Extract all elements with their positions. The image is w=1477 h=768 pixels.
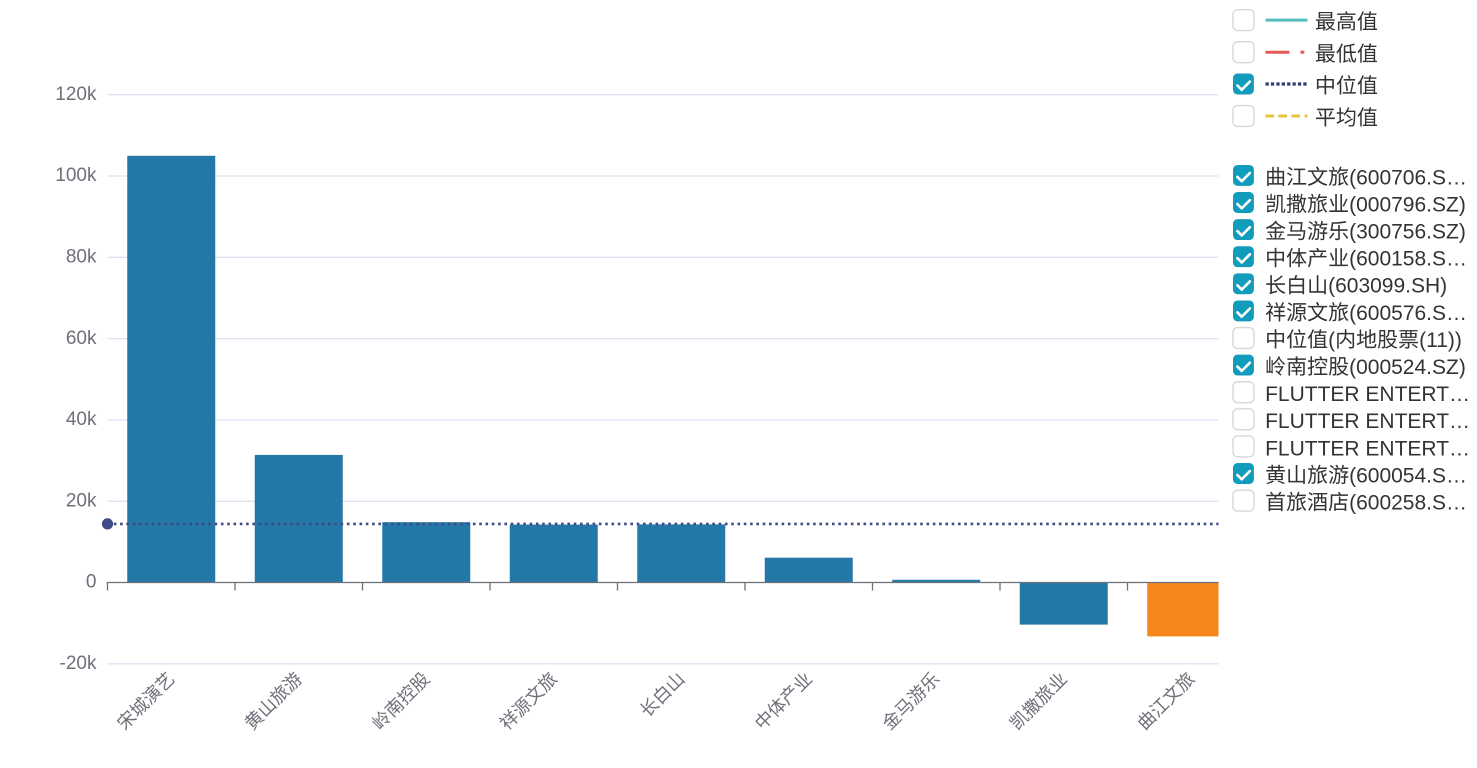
svg-text:(600576.S…: (600576.S… xyxy=(1349,302,1467,325)
svg-text:0: 0 xyxy=(86,572,97,593)
svg-text:(600258.S…: (600258.S… xyxy=(1349,491,1467,514)
svg-text:-20k: -20k xyxy=(60,653,97,674)
svg-text:40k: 40k xyxy=(66,409,97,430)
svg-text:60k: 60k xyxy=(66,328,97,349)
svg-text:120k: 120k xyxy=(55,84,97,105)
svg-text:FLUTTER ENTERT…: FLUTTER ENTERT… xyxy=(1265,437,1470,460)
svg-text:(600158.S…: (600158.S… xyxy=(1349,248,1467,271)
svg-text:(600054.S…: (600054.S… xyxy=(1349,464,1467,487)
svg-text:100k: 100k xyxy=(55,165,97,186)
svg-text:(600706.S…: (600706.S… xyxy=(1349,166,1467,189)
svg-text:(603099.SH): (603099.SH) xyxy=(1328,275,1447,298)
svg-text:20k: 20k xyxy=(66,490,97,511)
svg-text:FLUTTER ENTERT…: FLUTTER ENTERT… xyxy=(1265,410,1470,433)
svg-text:FLUTTER ENTERT…: FLUTTER ENTERT… xyxy=(1265,383,1470,406)
svg-text:(300756.SZ): (300756.SZ) xyxy=(1349,220,1466,243)
svg-text:(: ( xyxy=(1328,329,1335,352)
svg-text:80k: 80k xyxy=(66,247,97,268)
svg-text:(11)): (11)) xyxy=(1419,329,1462,352)
svg-text:(000524.SZ): (000524.SZ) xyxy=(1349,356,1466,379)
svg-text:(000796.SZ): (000796.SZ) xyxy=(1349,193,1466,216)
